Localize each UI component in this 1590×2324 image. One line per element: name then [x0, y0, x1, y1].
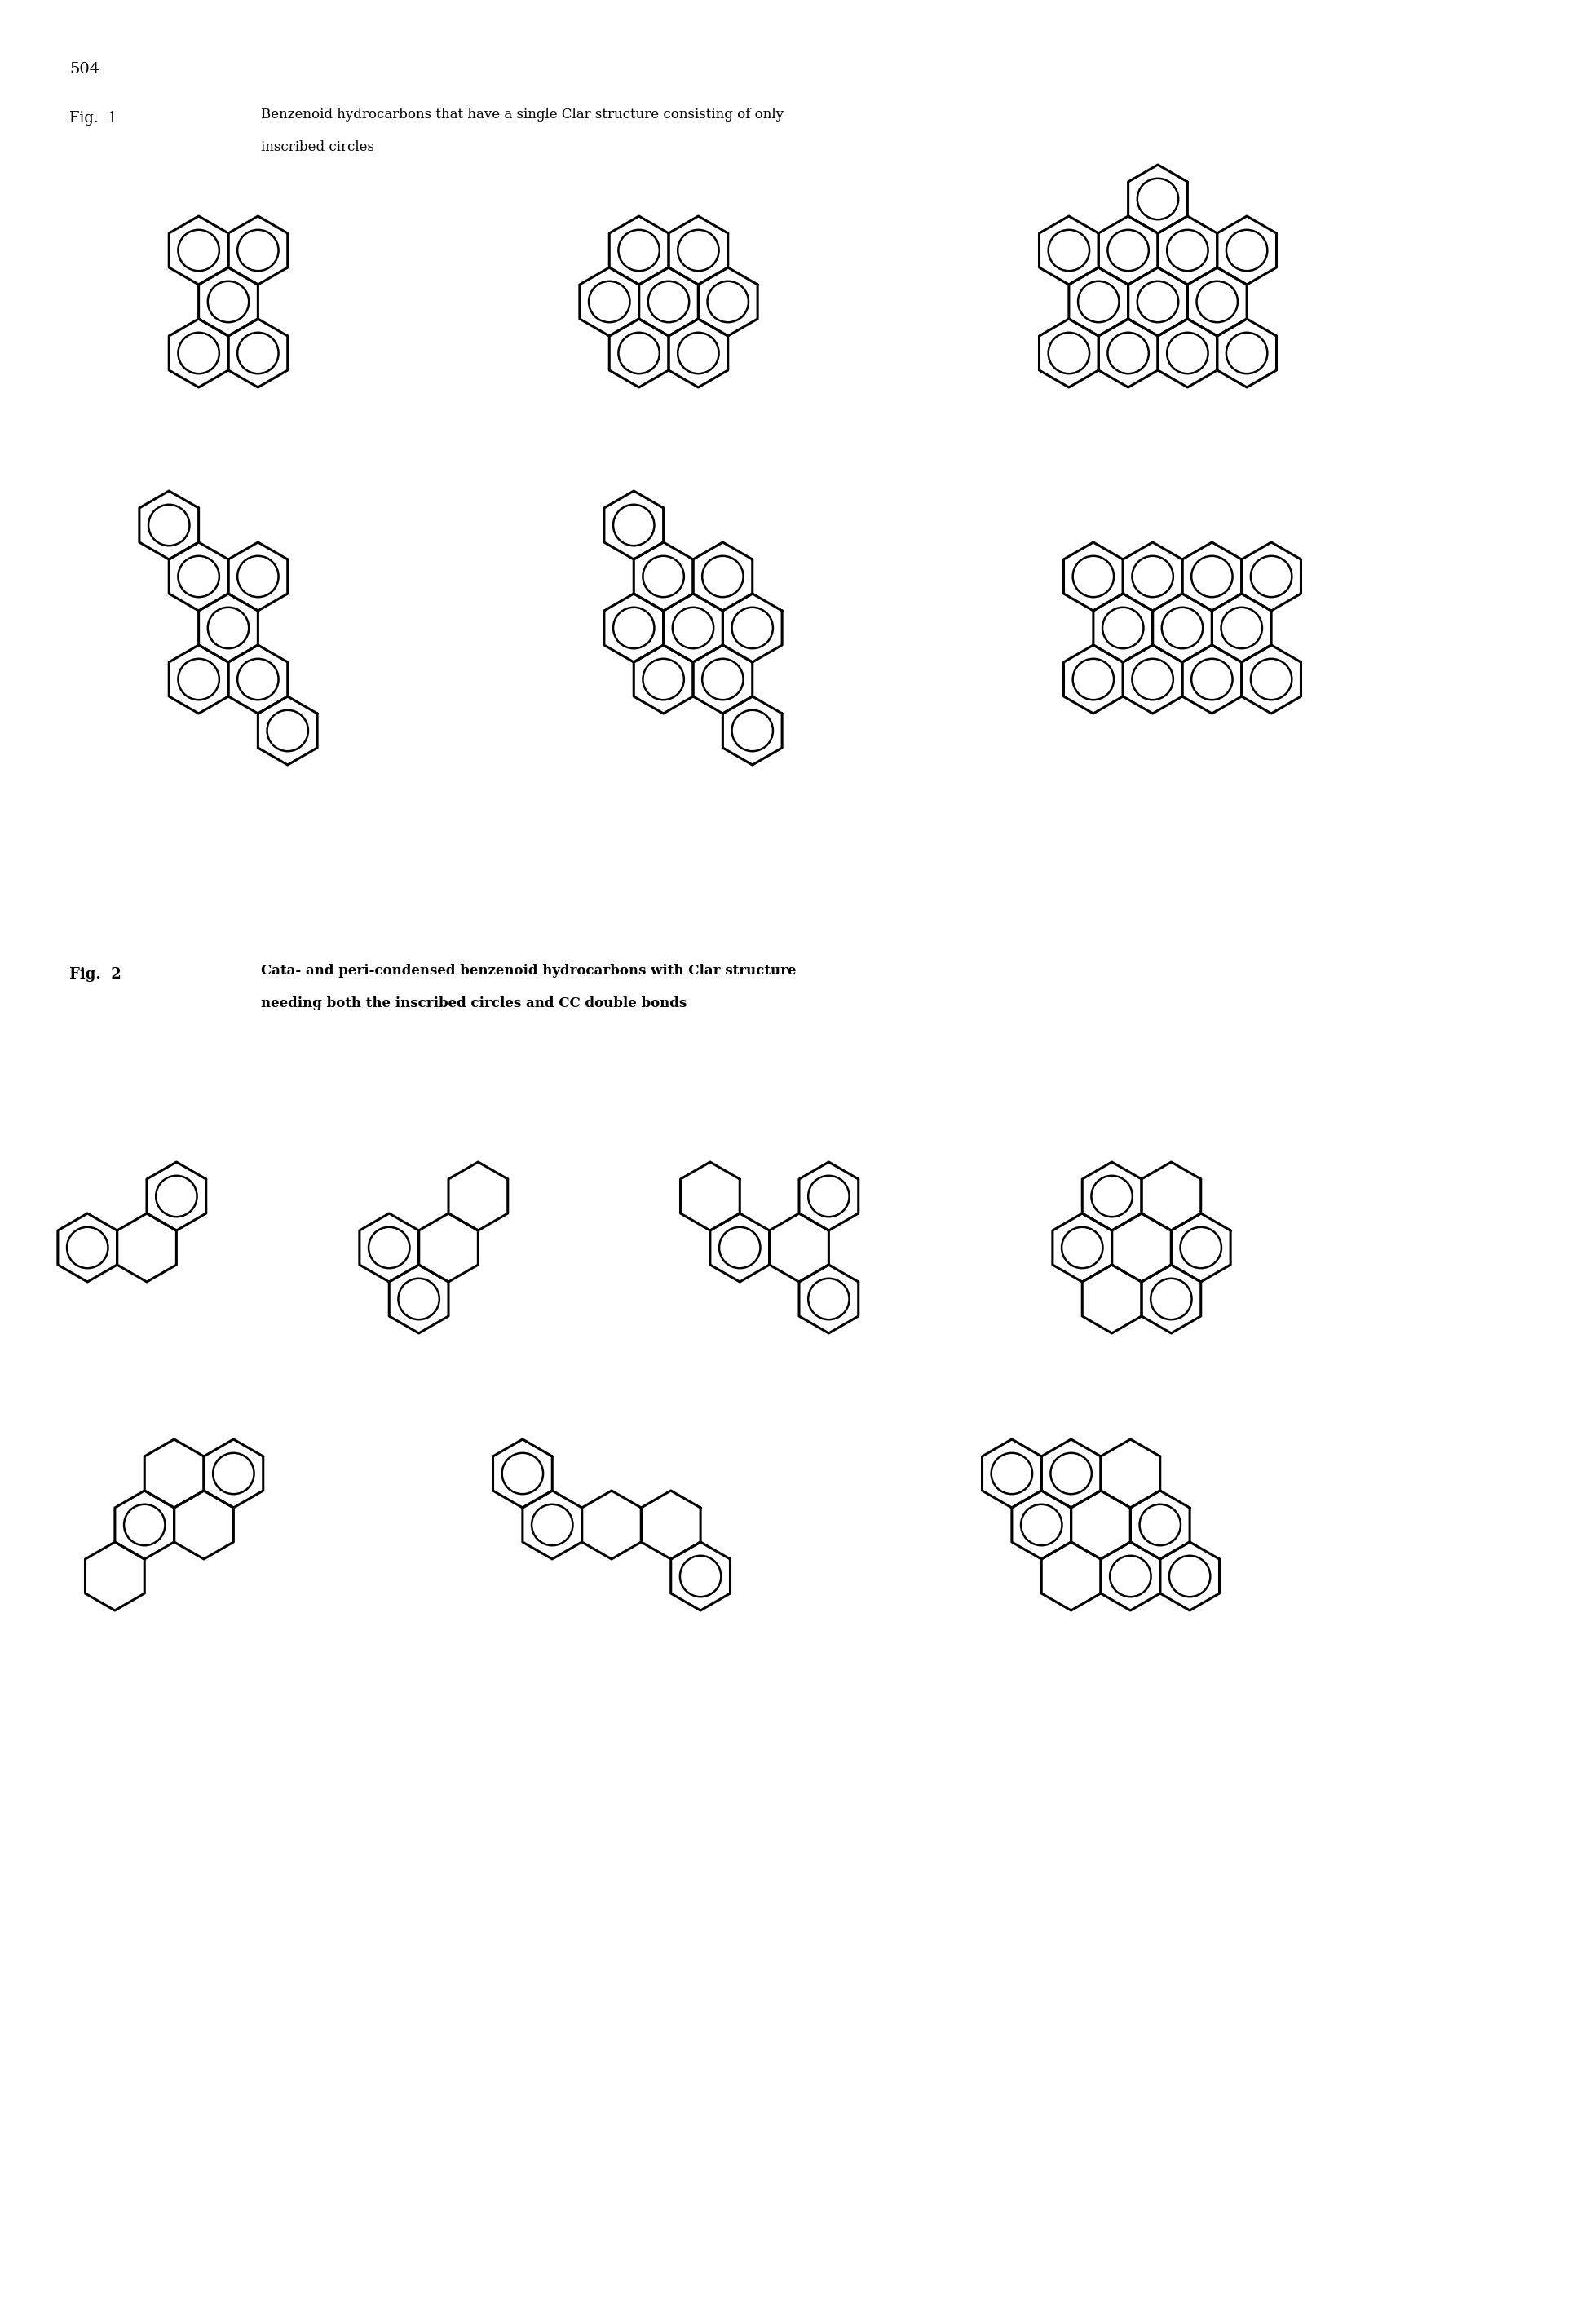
Text: Fig.  2: Fig. 2: [70, 967, 121, 981]
Text: Fig.  1: Fig. 1: [70, 112, 118, 125]
Text: inscribed circles: inscribed circles: [261, 139, 374, 153]
Text: Cata- and peri-condensed benzenoid hydrocarbons with Clar structure: Cata- and peri-condensed benzenoid hydro…: [261, 964, 797, 978]
Text: Benzenoid hydrocarbons that have a single Clar structure consisting of only: Benzenoid hydrocarbons that have a singl…: [261, 107, 784, 121]
Text: needing both the inscribed circles and CC double bonds: needing both the inscribed circles and C…: [261, 997, 687, 1011]
Text: 504: 504: [70, 63, 100, 77]
